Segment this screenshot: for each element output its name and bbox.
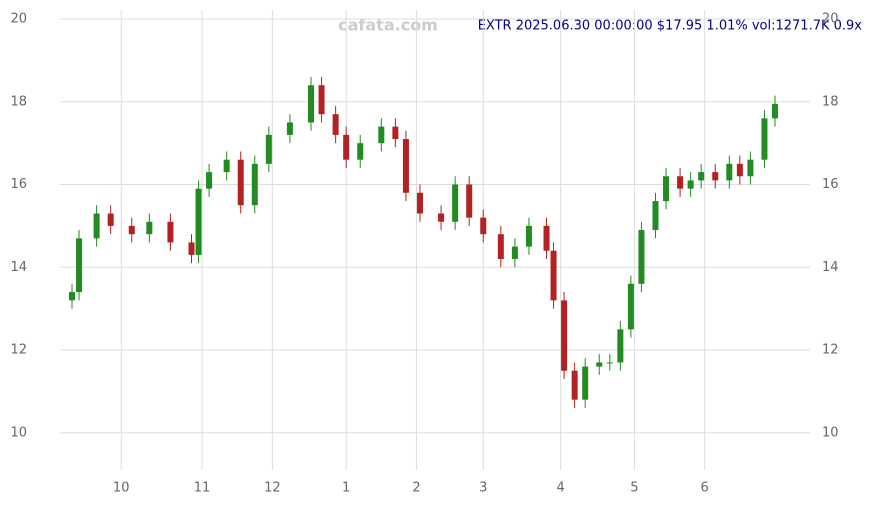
- candle-body: [308, 85, 315, 123]
- watermark: cafata.com: [338, 16, 438, 35]
- candle-body: [237, 159, 244, 206]
- x-tick-label: 11: [194, 481, 211, 496]
- x-tick-label: 4: [556, 481, 564, 496]
- candle-body: [128, 225, 135, 235]
- candle-body: [726, 163, 733, 181]
- candle-body: [332, 114, 339, 135]
- chart-title: EXTR 2025.06.30 00:00:00 $17.95 1.01% vo…: [478, 19, 863, 34]
- candle-body: [265, 134, 272, 164]
- candle-body: [357, 143, 364, 160]
- candle-body: [146, 221, 153, 235]
- candle-body: [93, 213, 100, 239]
- candle-body: [582, 366, 589, 400]
- y-tick-label: 16: [10, 177, 27, 192]
- candle-body: [402, 139, 409, 193]
- candle-body: [561, 300, 568, 371]
- candle-body: [596, 362, 603, 367]
- x-tick-label: 10: [113, 481, 130, 496]
- candle-body: [378, 126, 385, 144]
- y-tick-label-right: 14: [822, 260, 839, 275]
- candle-body: [772, 103, 778, 119]
- x-tick-label: 1: [342, 481, 350, 496]
- candle-body: [543, 225, 550, 251]
- candle-body: [712, 172, 719, 181]
- candle-body: [107, 213, 114, 226]
- y-tick-label: 20: [10, 12, 27, 27]
- candle-body: [251, 163, 258, 206]
- candle-body: [452, 184, 459, 222]
- candle-body: [606, 362, 613, 364]
- candle-body: [687, 180, 694, 189]
- candle-body: [188, 242, 195, 255]
- candle-body: [627, 283, 634, 330]
- y-tick-label: 18: [10, 94, 27, 109]
- candle-body: [392, 126, 399, 140]
- candle-body: [466, 184, 473, 218]
- y-tick-label: 10: [10, 425, 27, 440]
- candle-body: [438, 213, 445, 222]
- candle-body: [736, 163, 743, 177]
- candle-body: [416, 192, 423, 214]
- candle-body: [677, 176, 684, 189]
- candle-body: [343, 134, 350, 160]
- candle-body: [480, 217, 487, 235]
- y-tick-label-right: 10: [822, 425, 839, 440]
- candle-body: [617, 329, 624, 363]
- y-tick-label-right: 16: [822, 177, 839, 192]
- candle-body: [286, 122, 293, 135]
- y-tick-label: 12: [10, 343, 27, 358]
- x-tick-label: 5: [630, 481, 638, 496]
- candle-body: [69, 292, 75, 301]
- candle-body: [550, 250, 557, 301]
- candle-body: [497, 234, 504, 259]
- y-tick-label: 14: [10, 260, 27, 275]
- candle-body: [206, 172, 213, 189]
- candle-body: [698, 172, 705, 181]
- x-tick-label: 6: [701, 481, 709, 496]
- y-tick-label-right: 18: [822, 94, 839, 109]
- y-tick-label-right: 20: [822, 12, 839, 27]
- candle-body: [318, 85, 325, 115]
- candle-body: [223, 159, 230, 173]
- candle-body: [511, 246, 518, 259]
- candle-body: [525, 225, 532, 247]
- candle-body: [167, 221, 174, 243]
- candle-body: [195, 188, 202, 255]
- candle-body: [747, 159, 754, 177]
- candle-body: [571, 370, 578, 400]
- candle-body: [761, 118, 768, 160]
- candle-body: [76, 238, 83, 293]
- x-tick-label: 2: [412, 481, 420, 496]
- candle-body: [652, 201, 659, 231]
- x-tick-label: 12: [264, 481, 281, 496]
- x-tick-label: 3: [479, 481, 487, 496]
- y-tick-label-right: 12: [822, 343, 839, 358]
- candle-body: [663, 176, 670, 202]
- candle-body: [638, 230, 645, 284]
